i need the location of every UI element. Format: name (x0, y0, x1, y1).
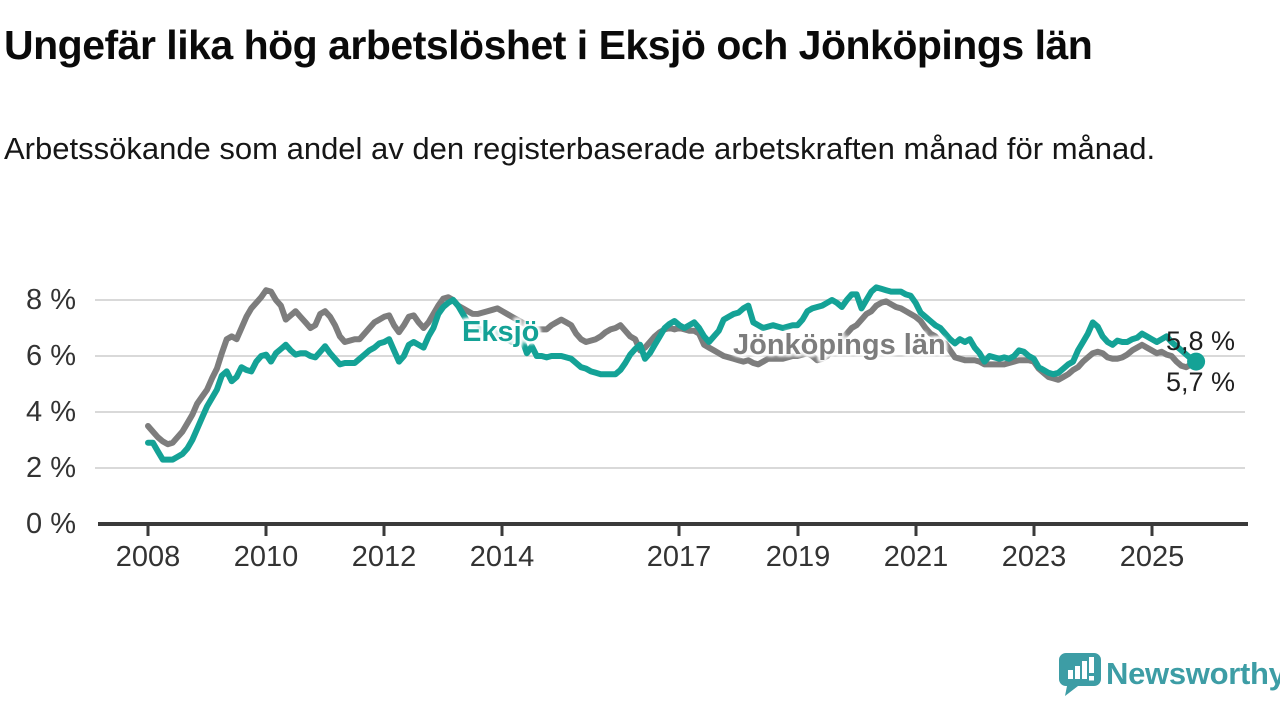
x-tick-label-2023: 2023 (1001, 541, 1067, 573)
x-tick-label-2012: 2012 (351, 541, 417, 573)
y-tick-label-0: 0 % (26, 508, 76, 540)
series-label-eksjo: Eksjö (462, 316, 540, 348)
y-tick-label-6: 6 % (26, 340, 76, 372)
y-tick-label-4: 4 % (26, 396, 76, 428)
newsworthy-logo-text: Newsworthy (1106, 656, 1280, 691)
x-tick-label-2019: 2019 (765, 541, 831, 573)
x-tick-label-2010: 2010 (233, 541, 299, 573)
chart-title: Ungefär lika hög arbetslöshet i Eksjö oc… (4, 22, 1093, 68)
gridlines (95, 299, 1245, 469)
series-label-jonkoping: Jönköpings län (733, 329, 946, 361)
x-tick-label-2014: 2014 (469, 541, 535, 573)
y-tick-label-2: 2 % (26, 452, 76, 484)
x-tick-label-2008: 2008 (115, 541, 181, 573)
newsworthy-logo: Newsworthy (1056, 649, 1280, 699)
x-tick-label-2021: 2021 (883, 541, 949, 573)
y-tick-label-8: 8 % (26, 284, 76, 316)
end-value-label-jonkoping: 5,7 % (1166, 367, 1236, 397)
series-end-dot (1187, 352, 1206, 371)
bar-chart-icon (1059, 653, 1101, 696)
series-line-eksjo (145, 284, 1200, 463)
x-axis-ticks (146, 524, 1154, 536)
x-tick-label-2025: 2025 (1119, 541, 1185, 573)
series-line-jonkoping (145, 287, 1200, 448)
x-tick-label-2017: 2017 (646, 541, 712, 573)
chart-subtitle: Arbetssökande som andel av den registerb… (4, 131, 1156, 166)
end-value-label-eksjo: 5,8 % (1166, 326, 1236, 356)
